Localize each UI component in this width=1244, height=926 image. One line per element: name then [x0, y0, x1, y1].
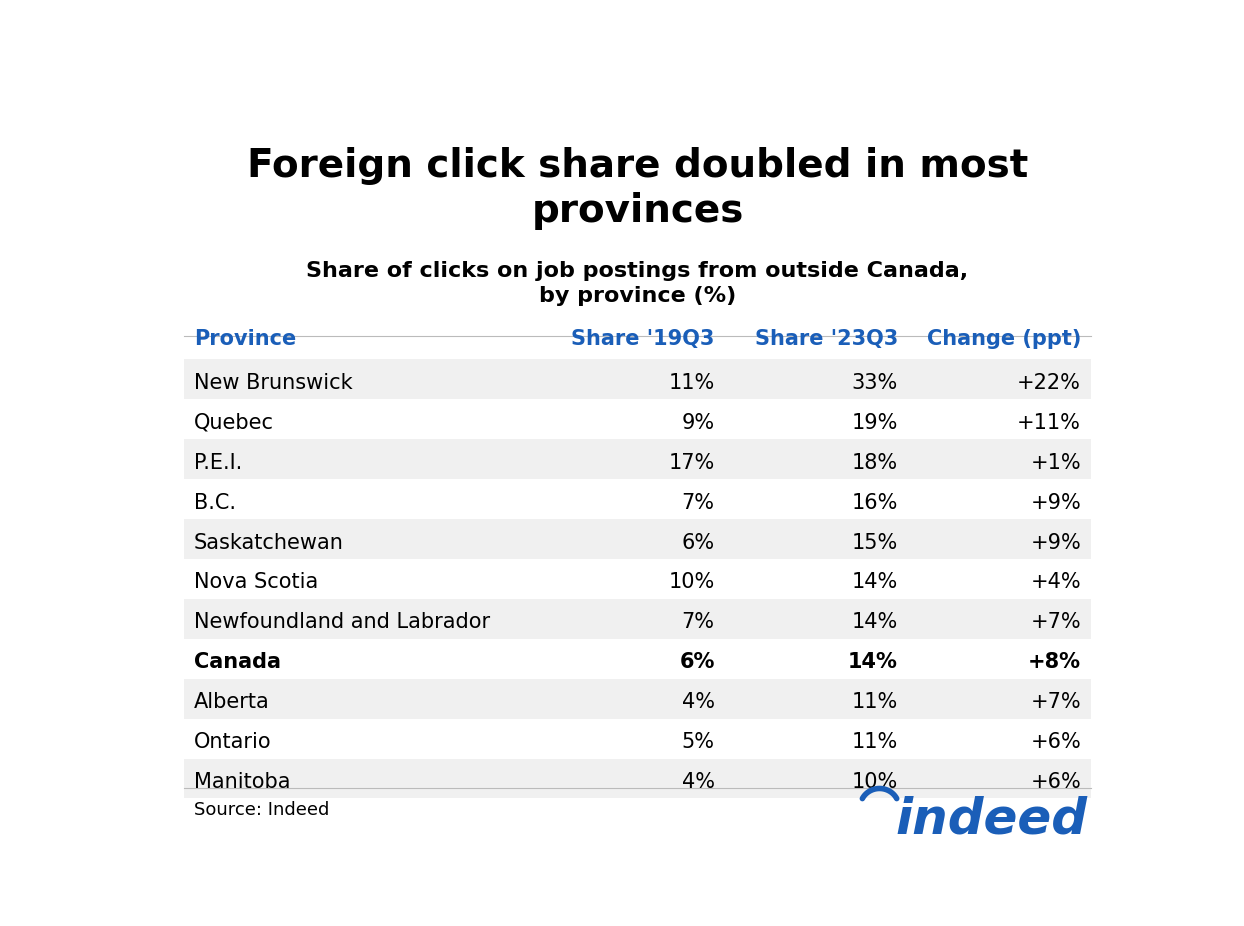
Text: 6%: 6% [679, 652, 714, 672]
FancyBboxPatch shape [184, 639, 1091, 679]
Text: Province: Province [194, 329, 296, 348]
FancyBboxPatch shape [184, 439, 1091, 479]
Text: Ontario: Ontario [194, 732, 271, 752]
FancyBboxPatch shape [184, 399, 1091, 439]
Text: +9%: +9% [1030, 493, 1081, 513]
Text: 16%: 16% [851, 493, 898, 513]
FancyBboxPatch shape [184, 359, 1091, 399]
Text: Quebec: Quebec [194, 413, 274, 432]
Text: Saskatchewan: Saskatchewan [194, 532, 343, 553]
Text: 6%: 6% [682, 532, 714, 553]
Text: 4%: 4% [682, 693, 714, 712]
Text: Nova Scotia: Nova Scotia [194, 572, 318, 593]
Text: +11%: +11% [1018, 413, 1081, 432]
FancyBboxPatch shape [184, 719, 1091, 758]
Text: +7%: +7% [1030, 612, 1081, 632]
Text: +4%: +4% [1030, 572, 1081, 593]
Text: 14%: 14% [848, 652, 898, 672]
Text: Change (ppt): Change (ppt) [927, 329, 1081, 348]
Text: Alberta: Alberta [194, 693, 270, 712]
Text: indeed: indeed [894, 795, 1087, 844]
FancyBboxPatch shape [184, 679, 1091, 719]
Text: +6%: +6% [1030, 772, 1081, 792]
Text: +9%: +9% [1030, 532, 1081, 553]
Text: P.E.I.: P.E.I. [194, 453, 243, 472]
Text: +22%: +22% [1018, 373, 1081, 393]
Text: Source: Indeed: Source: Indeed [194, 801, 330, 819]
FancyBboxPatch shape [184, 559, 1091, 599]
FancyBboxPatch shape [184, 599, 1091, 639]
FancyBboxPatch shape [184, 479, 1091, 519]
Text: 5%: 5% [682, 732, 714, 752]
Text: +1%: +1% [1030, 453, 1081, 472]
Text: Foreign click share doubled in most
provinces: Foreign click share doubled in most prov… [246, 146, 1029, 231]
Text: Share '23Q3: Share '23Q3 [755, 329, 898, 348]
Text: 33%: 33% [852, 373, 898, 393]
Text: 4%: 4% [682, 772, 714, 792]
Text: 19%: 19% [851, 413, 898, 432]
Text: 11%: 11% [668, 373, 714, 393]
Text: 15%: 15% [852, 532, 898, 553]
Text: New Brunswick: New Brunswick [194, 373, 353, 393]
Text: Share '19Q3: Share '19Q3 [571, 329, 714, 348]
Text: +7%: +7% [1030, 693, 1081, 712]
Text: 11%: 11% [852, 732, 898, 752]
Text: Canada: Canada [194, 652, 281, 672]
Text: +6%: +6% [1030, 732, 1081, 752]
Text: Manitoba: Manitoba [194, 772, 291, 792]
Text: 7%: 7% [682, 493, 714, 513]
Text: 10%: 10% [668, 572, 714, 593]
Text: 17%: 17% [668, 453, 714, 472]
Text: 14%: 14% [852, 612, 898, 632]
Text: 11%: 11% [852, 693, 898, 712]
FancyBboxPatch shape [184, 758, 1091, 798]
Text: 18%: 18% [852, 453, 898, 472]
Text: B.C.: B.C. [194, 493, 236, 513]
Text: 9%: 9% [682, 413, 714, 432]
FancyBboxPatch shape [184, 519, 1091, 559]
Text: 14%: 14% [852, 572, 898, 593]
Text: +8%: +8% [1028, 652, 1081, 672]
Text: 10%: 10% [852, 772, 898, 792]
Text: Newfoundland and Labrador: Newfoundland and Labrador [194, 612, 490, 632]
Text: 7%: 7% [682, 612, 714, 632]
Text: Share of clicks on job postings from outside Canada,
by province (%): Share of clicks on job postings from out… [306, 261, 969, 306]
